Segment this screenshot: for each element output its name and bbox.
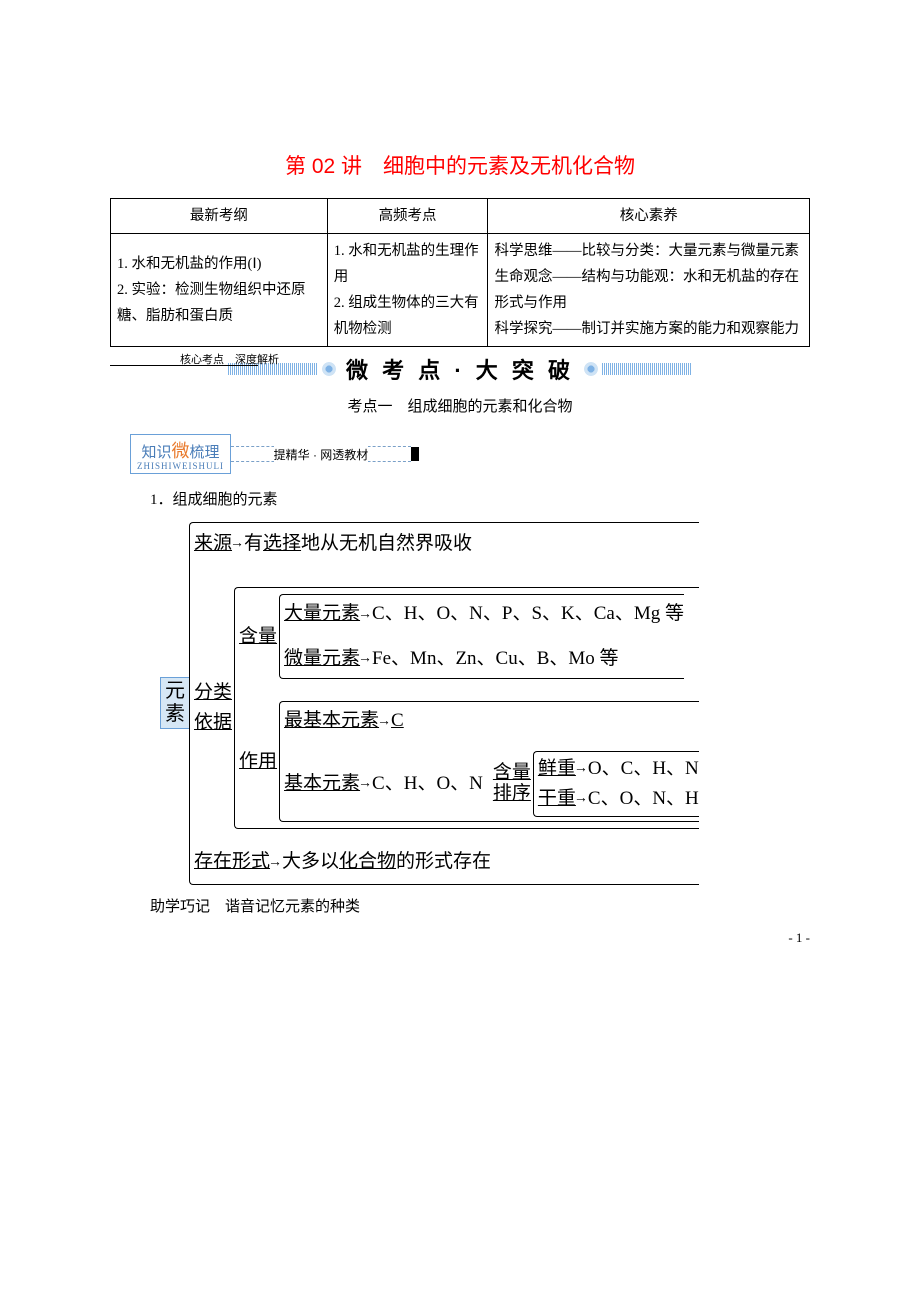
dot-left-icon (322, 362, 336, 376)
hatch-right (602, 363, 692, 375)
section-divider: 核心考点 深度解析 微 考 点 · 大 突 破 (110, 353, 810, 385)
form-text1: 大多以 (282, 847, 339, 877)
source-text2: 地从无机自然界吸收 (301, 529, 472, 559)
basic-label: 基本元素 (284, 769, 360, 799)
arrow-icon (360, 769, 372, 799)
dot-right-icon (584, 362, 598, 376)
root-element: 元 素 (160, 677, 190, 729)
source-text1: 有 (244, 529, 263, 559)
form-text2: 的形式存在 (396, 847, 491, 877)
source-u: 选择 (263, 529, 301, 559)
th-syllabus: 最新考纲 (111, 199, 328, 234)
arrow-icon (270, 847, 282, 877)
cell-core: 科学思维——比较与分类：大量元素与微量元素 生命观念——结构与功能观：水和无机盐… (488, 234, 810, 347)
arrow-icon (360, 644, 372, 674)
divider-big-title: 微 考 点 · 大 突 破 (346, 353, 574, 385)
knowledge-box: 知识微梳理 ZHISHIWEISHULI 提精华 · 网透教材 (130, 434, 810, 474)
micro-val: Fe、Mn、Zn、Cu、B、Mo 等 (372, 644, 619, 674)
source-label: 来源 (194, 529, 232, 559)
section1-title: 1．组成细胞的元素 (150, 488, 810, 514)
macro-label: 大量元素 (284, 599, 360, 629)
page-title: 第 02 讲 细胞中的元素及无机化合物 (110, 150, 810, 180)
page-number: - 1 - (788, 930, 810, 946)
classify-label: 分类 依据 (194, 678, 232, 739)
element-diagram: 元 素 来源 有选择地从无机自然界吸收 分类 依据 含量 (160, 522, 810, 885)
kb-right-label: 提精华 · 网透教材 (274, 446, 369, 463)
dry-label: 干重 (538, 784, 576, 814)
arrow-icon (576, 754, 588, 784)
basic-val: C、H、O、N (372, 769, 483, 799)
kb-endcap-icon (411, 447, 419, 461)
table-row: 1. 水和无机盐的作用(Ⅰ) 2. 实验：检测生物组织中还原糖、脂肪和蛋白质 1… (111, 234, 810, 347)
cell-syllabus: 1. 水和无机盐的作用(Ⅰ) 2. 实验：检测生物组织中还原糖、脂肪和蛋白质 (111, 234, 328, 347)
table-header-row: 最新考纲 高频考点 核心素养 (111, 199, 810, 234)
mnemonic-label: 助学巧记 谐音记忆元素的种类 (150, 895, 810, 916)
kb-suffix: 梳理 (189, 445, 219, 461)
knowledge-box-label: 知识微梳理 ZHISHIWEISHULI (130, 434, 231, 474)
content-label: 含量 (239, 622, 277, 652)
sub-heading: 考点一 组成细胞的元素和化合物 (110, 395, 810, 416)
dry-val: C、O、N、H (588, 784, 699, 814)
arrow-icon (232, 529, 244, 559)
form-label: 存在形式 (194, 847, 270, 877)
arrow-icon (379, 706, 391, 736)
role-label: 作用 (239, 747, 277, 777)
micro-label: 微量元素 (284, 644, 360, 674)
basic-most-label: 最基本元素 (284, 706, 379, 736)
kb-dashline: 提精华 · 网透教材 (231, 446, 411, 462)
macro-val: C、H、O、N、P、S、K、Ca、Mg 等 (372, 599, 684, 629)
fresh-val: O、C、H、N (588, 754, 699, 784)
syllabus-table: 最新考纲 高频考点 核心素养 1. 水和无机盐的作用(Ⅰ) 2. 实验：检测生物… (110, 198, 810, 347)
th-core: 核心素养 (488, 199, 810, 234)
kb-prefix: 知识 (141, 445, 171, 461)
th-freq: 高频考点 (327, 199, 488, 234)
kb-mid: 微 (171, 441, 189, 461)
divider-underline (110, 365, 258, 366)
fresh-label: 鲜重 (538, 754, 576, 784)
arrow-icon (576, 784, 588, 814)
basic-most-val: C (391, 706, 404, 736)
arrow-icon (360, 599, 372, 629)
rank-label: 含量 排序 (493, 763, 531, 805)
cell-freq: 1. 水和无机盐的生理作用 2. 组成生物体的三大有机物检测 (327, 234, 488, 347)
kb-pinyin: ZHISHIWEISHULI (137, 461, 224, 471)
form-u: 化合物 (339, 847, 396, 877)
